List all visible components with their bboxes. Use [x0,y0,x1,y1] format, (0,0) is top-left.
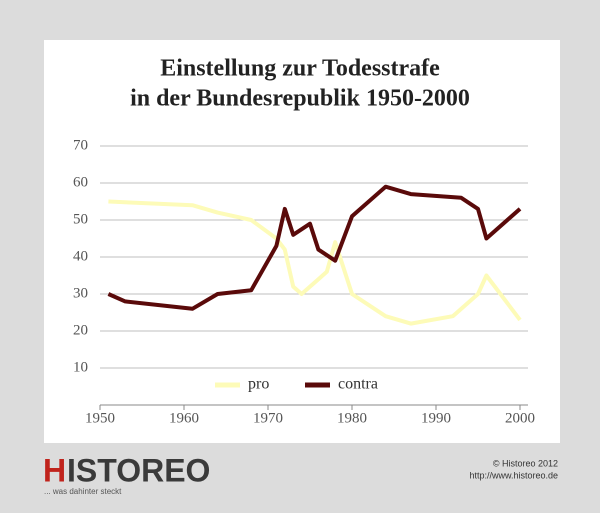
chart-title: in der Bundesrepublik 1950-2000 [130,86,470,112]
chart-panel [44,40,560,443]
x-tick-label: 1990 [421,410,451,426]
x-tick-label: 1960 [169,410,199,426]
slogan: ... was dahinter steckt [44,487,122,496]
y-tick-label: 60 [73,174,88,190]
y-tick-label: 30 [73,285,88,301]
y-tick-label: 40 [73,248,88,264]
x-tick-label: 1950 [85,410,115,426]
copyright: © Historeo 2012 [493,458,558,468]
x-tick-label: 1980 [337,410,367,426]
y-tick-label: 20 [73,322,88,338]
plot: 10 20 30 40 50 60 70 1950 1960 1970 1980 1990 2000 pr… [73,137,535,426]
x-tick-label: 2000 [505,410,535,426]
chart-title: Einstellung zur Todesstrafe [160,56,440,82]
y-tick-label: 50 [73,211,88,227]
logo: H [43,452,66,488]
legend-label: pro [248,376,269,393]
legend-label: contra [338,376,378,393]
url: http://www.historeo.de [469,470,558,480]
logo: ISTOREO [67,452,210,488]
line [108,199,522,326]
line [107,184,522,311]
y-tick-label: 10 [73,359,88,375]
y-tick-label: 70 [73,137,88,153]
x-tick-label: 1970 [253,410,283,426]
